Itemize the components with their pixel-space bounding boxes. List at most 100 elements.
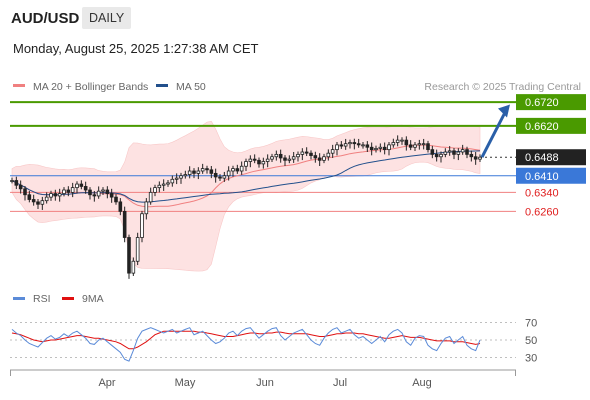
- candle-body: [439, 153, 443, 158]
- candle-body: [140, 213, 144, 238]
- candle-body: [62, 189, 66, 194]
- x-tick-label: Apr: [98, 377, 115, 389]
- candle-body: [18, 184, 23, 190]
- x-tick-label: Jun: [256, 377, 274, 389]
- candle-body: [447, 150, 452, 153]
- candle-body: [135, 237, 140, 262]
- candle-body: [426, 143, 430, 151]
- rsi-legend-label: RSI: [33, 293, 51, 305]
- candle-body: [14, 180, 19, 186]
- forecast-arrow-head: [498, 104, 510, 118]
- rsi-legend-label: 9MA: [82, 293, 104, 305]
- candle-body: [92, 194, 97, 197]
- candle-body: [122, 210, 127, 238]
- candle-body: [83, 186, 88, 191]
- legend-label: MA 50: [176, 81, 206, 93]
- candle-body: [101, 189, 105, 192]
- candle-body: [40, 200, 45, 205]
- candle-body: [469, 153, 474, 158]
- x-axis-layer: Apr May Jun Jul Aug: [10, 369, 516, 389]
- candle-body: [300, 151, 305, 155]
- candle-body: [75, 183, 79, 189]
- candle-body: [309, 152, 313, 156]
- candle-body: [378, 146, 383, 149]
- candle-body: [96, 190, 101, 197]
- rsi-tick-label: 30: [525, 353, 537, 365]
- candle-body: [114, 196, 118, 203]
- legend-label: MA 20 + Bollinger Bands: [33, 81, 148, 93]
- candle-body: [88, 189, 92, 196]
- candle-body: [287, 158, 292, 161]
- candle-body: [109, 193, 114, 198]
- candle-body: [53, 193, 58, 197]
- candle-body: [339, 144, 344, 147]
- candle-body: [187, 170, 192, 175]
- candle-body: [27, 194, 32, 200]
- candle-body: [330, 149, 335, 154]
- source-credit: Research © 2025 Trading Central: [424, 81, 581, 93]
- candle-body: [196, 170, 201, 174]
- candle-body: [170, 178, 175, 184]
- symbol-title: AUD/USD: [11, 10, 80, 27]
- candle-body: [408, 144, 413, 148]
- candle-body: [395, 139, 400, 143]
- candle-body: [421, 143, 426, 146]
- x-tick-label: May: [175, 377, 196, 389]
- candle-body: [478, 156, 482, 160]
- candle-body: [278, 153, 283, 159]
- forecast-arrow-shaft: [480, 109, 508, 158]
- candle-body: [317, 157, 322, 161]
- candle-body: [57, 193, 62, 197]
- level-badge-resistance: [516, 117, 586, 134]
- rsi-layer: RSI 9MA 70 50 30: [10, 293, 537, 365]
- candle-body: [456, 151, 461, 155]
- candle-body: [434, 153, 439, 158]
- header-bar: AUD/USD DAILY: [0, 0, 590, 36]
- rsi-legend-swatch: [62, 297, 74, 300]
- candle-body: [36, 201, 40, 205]
- candle-body: [387, 144, 391, 151]
- level-badge-resistance: [516, 94, 586, 111]
- period-badge[interactable]: DAILY: [82, 7, 132, 29]
- candle-body: [313, 155, 318, 159]
- candle-body: [391, 142, 396, 146]
- candle-body: [365, 144, 370, 148]
- candle-body: [235, 168, 240, 172]
- candle-body: [413, 144, 417, 148]
- candle-body: [153, 187, 157, 193]
- candle-body: [226, 170, 231, 177]
- current-price-badge: [516, 149, 586, 166]
- bollinger-band: [11, 120, 481, 272]
- candle-body: [452, 150, 456, 155]
- candle-body: [443, 151, 448, 155]
- candle-body: [322, 156, 326, 161]
- x-tick-label: Aug: [412, 377, 432, 389]
- rsi-legend-swatch: [13, 297, 25, 300]
- candle-body: [335, 144, 339, 151]
- candle-body: [257, 159, 261, 165]
- candle-body: [343, 143, 348, 147]
- candle-body: [404, 139, 409, 146]
- candle-body: [430, 149, 435, 155]
- candle-body: [174, 177, 179, 180]
- x-tick-label: Jul: [333, 377, 347, 389]
- support-label: 0.6260: [525, 206, 559, 218]
- candle-body: [304, 151, 309, 154]
- levels-layer: [10, 101, 516, 212]
- rsi-tick-label: 70: [525, 317, 537, 329]
- candle-body: [352, 142, 357, 145]
- forecast-arrow-layer: [480, 104, 510, 158]
- candle-body: [49, 193, 53, 198]
- candle-body: [10, 180, 14, 182]
- candle-body: [465, 149, 469, 155]
- candle-body: [270, 156, 274, 160]
- support-label: 0.6340: [525, 187, 559, 199]
- candle-body: [348, 142, 352, 145]
- candle-body: [460, 149, 465, 153]
- candle-body: [261, 161, 266, 165]
- candle-body: [127, 237, 131, 274]
- candle-body: [326, 152, 331, 158]
- level-label-resistance: 0.6620: [525, 121, 559, 133]
- candle-body: [166, 182, 170, 185]
